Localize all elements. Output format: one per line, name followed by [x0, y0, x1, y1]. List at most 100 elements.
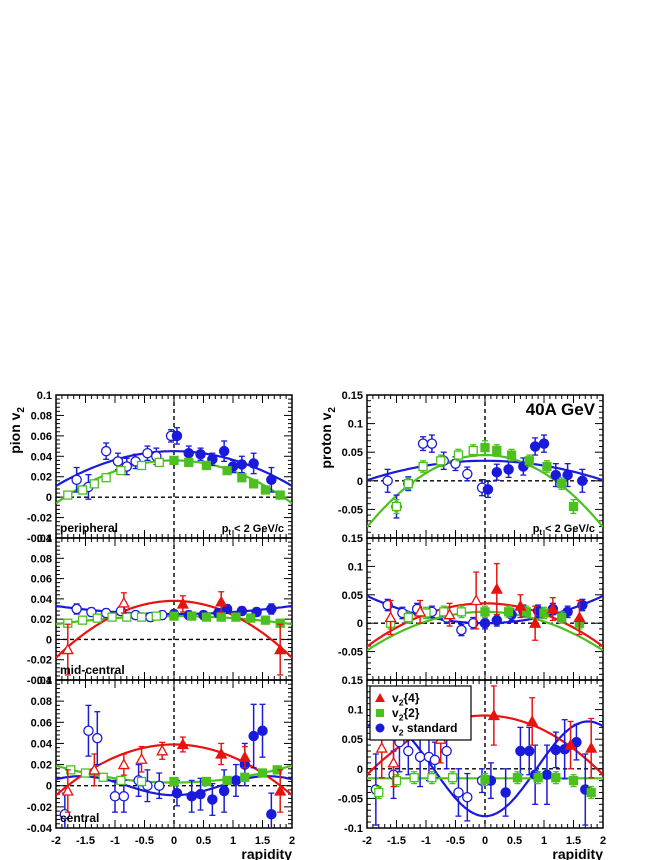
x-axis-label: rapidity: [241, 846, 292, 860]
data-point-square: [418, 461, 428, 472]
data-point-circle: [248, 730, 259, 742]
data-point-triangle: [156, 744, 169, 756]
x-tick-label: -1.5: [76, 835, 95, 847]
data-point-triangle: [176, 597, 189, 609]
data-point-triangle: [176, 738, 189, 750]
legend-label: v2 standard: [392, 721, 458, 738]
data-point-triangle: [117, 596, 130, 608]
y-tick-label: 0: [46, 781, 52, 793]
pt-cut-label: pt < 2 GeV/c: [222, 523, 284, 537]
data-point-circle: [195, 448, 206, 460]
data-point-square: [116, 465, 126, 476]
data-point-square: [201, 612, 212, 622]
data-point-square: [468, 445, 478, 456]
data-point-square: [506, 450, 517, 460]
data-point-circle: [153, 780, 165, 791]
data-point-circle: [456, 624, 467, 636]
data-point-circle: [550, 744, 562, 756]
data-point-square: [568, 775, 579, 786]
y-tick-label: 0: [357, 764, 363, 776]
data-point-square: [524, 456, 534, 466]
y-tick-label: 0.02: [31, 760, 52, 772]
legend-box: [369, 685, 472, 741]
legend-marker-square: [376, 709, 384, 717]
y-tick-label: 0.04: [31, 451, 53, 463]
data-point-square: [169, 776, 179, 787]
y-tick-label: -0.05: [338, 504, 363, 516]
data-point-square: [260, 615, 271, 625]
data-point-triangle: [375, 741, 388, 753]
y-tick-label: 0.15: [342, 675, 363, 687]
data-point-square: [374, 787, 384, 798]
data-point-triangle: [135, 752, 148, 764]
y-tick-label: -0.1: [344, 823, 363, 835]
data-point-circle: [207, 794, 218, 805]
data-point-square: [116, 775, 126, 786]
data-point-circle: [118, 791, 130, 802]
data-point-square: [257, 768, 268, 778]
y-tick-label: 0.05: [342, 734, 363, 746]
plot-area: [56, 703, 292, 828]
data-point-circle: [426, 438, 438, 449]
data-point-circle: [441, 745, 452, 757]
data-point-square: [77, 615, 88, 625]
data-point-triangle: [215, 595, 228, 607]
data-point-square: [539, 608, 549, 618]
data-point-square: [222, 775, 232, 786]
data-point-square: [403, 479, 413, 489]
data-point-triangle: [546, 602, 559, 614]
data-point-square: [260, 485, 271, 495]
data-point-square: [391, 775, 402, 786]
y-tick-label: 0.06: [31, 431, 52, 443]
data-point-circle: [491, 466, 503, 478]
data-point-square: [521, 607, 531, 617]
data-point-circle: [83, 725, 94, 736]
data-point-square: [246, 613, 256, 623]
x-tick-label: -1.5: [387, 835, 406, 847]
data-point-circle: [577, 475, 588, 487]
data-point-square: [447, 773, 458, 783]
data-point-triangle: [490, 582, 503, 594]
data-point-circle: [541, 769, 553, 780]
data-point-square: [248, 479, 259, 489]
data-point-square: [169, 455, 179, 466]
data-point-square: [63, 490, 73, 500]
x-tick-label: 0.5: [507, 835, 522, 847]
x-tick-label: -1: [421, 835, 431, 847]
data-point-square: [453, 450, 464, 460]
data-point-triangle: [61, 643, 74, 655]
data-point-circle: [248, 458, 259, 469]
data-point-square: [503, 607, 514, 617]
y-tick-label: 0: [357, 618, 363, 630]
x-tick-label: -2: [362, 835, 372, 847]
x-tick-label: -2: [51, 835, 61, 847]
data-point-triangle: [573, 611, 586, 623]
data-point-circle: [195, 788, 206, 800]
y-tick-label: -0.04: [27, 533, 53, 545]
data-point-circle: [171, 430, 183, 442]
legend-label: v2{4}: [392, 691, 420, 708]
data-point-square: [409, 773, 419, 783]
y-tick-label: -0.04: [27, 675, 53, 687]
data-point-triangle: [274, 784, 287, 796]
y-tick-label: 0.1: [37, 675, 52, 687]
x-tick-label: 1.5: [566, 835, 581, 847]
data-point-square: [98, 772, 108, 782]
centrality-label: central: [60, 811, 99, 825]
y-tick-label: 0.1: [348, 705, 363, 717]
centrality-label: mid-central: [60, 663, 125, 677]
data-point-triangle: [88, 763, 101, 775]
data-point-square: [568, 501, 579, 512]
data-point-square: [169, 611, 179, 621]
y-tick-label: 0.04: [31, 738, 53, 750]
data-point-triangle: [470, 594, 483, 606]
data-point-square: [542, 461, 552, 472]
data-point-square: [512, 773, 523, 783]
data-point-circle: [382, 475, 393, 487]
x-tick-label: 1.5: [255, 835, 270, 847]
data-point-circle: [462, 791, 473, 803]
y-tick-label: 0.02: [31, 614, 52, 626]
fit-curve: [56, 599, 292, 659]
y-tick-label: 0: [46, 634, 52, 646]
data-point-circle: [500, 787, 511, 798]
